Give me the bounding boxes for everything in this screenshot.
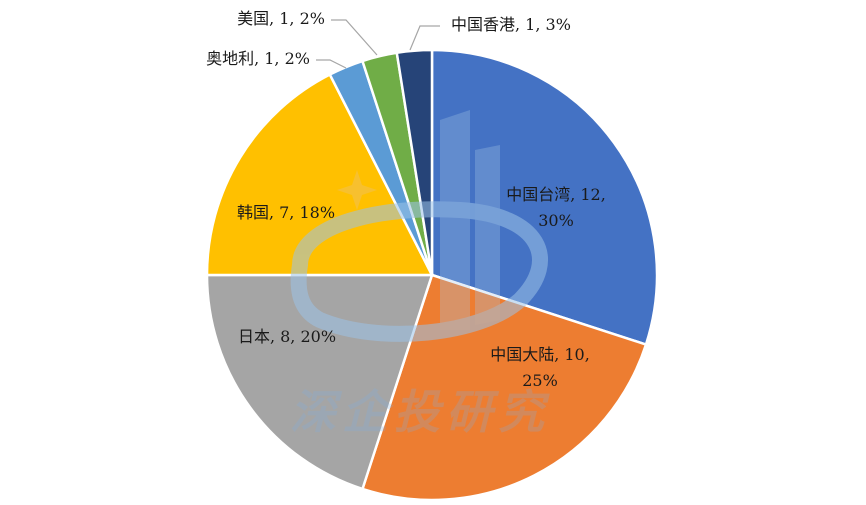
watermark-swoosh bbox=[290, 201, 548, 342]
leader-line-6 bbox=[331, 19, 378, 56]
pie-slice-4 bbox=[205, 72, 435, 277]
slice-label-7: 中国香港, 1, 3% bbox=[451, 15, 571, 34]
leader-lines bbox=[316, 19, 440, 69]
watermark-text: 深企投研究 bbox=[290, 385, 550, 439]
slice-label-4: 韩国, 7, 18% bbox=[237, 203, 335, 222]
slice-label-1: 中国台湾, 12, 30% bbox=[506, 185, 606, 230]
watermark-bars bbox=[440, 110, 500, 330]
slice-label-3: 日本, 8, 20% bbox=[238, 327, 336, 346]
watermark-logo: 深企投研究 bbox=[290, 110, 550, 439]
slice-labels: 中国台湾, 12, 30% 中国大陆, 10, 25% 日本, 8, 20% 韩国, 7,… bbox=[206, 9, 606, 390]
pie-slice-7 bbox=[395, 48, 434, 276]
slice-label-6: 美国, 1, 2% bbox=[237, 9, 325, 28]
watermark-star bbox=[337, 170, 377, 210]
pie-slice-1 bbox=[430, 48, 659, 347]
leader-line-7 bbox=[409, 25, 440, 51]
leader-line-5 bbox=[316, 59, 347, 69]
pie-slices bbox=[205, 48, 659, 502]
slice-label-5: 奥地利, 1, 2% bbox=[206, 49, 310, 68]
slice-label-2: 中国大陆, 10, 25% bbox=[490, 345, 590, 390]
